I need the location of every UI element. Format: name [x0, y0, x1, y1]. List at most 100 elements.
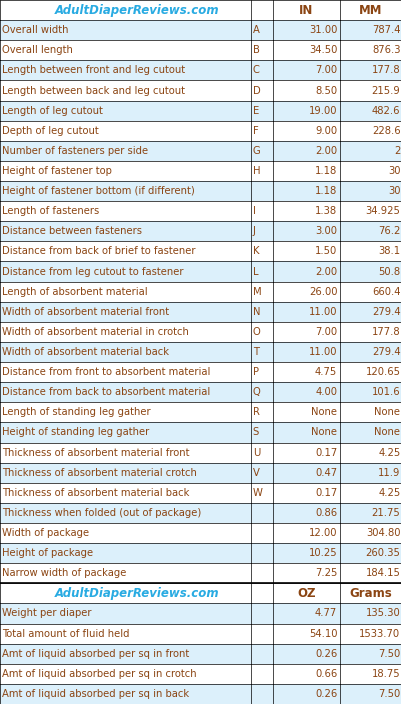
Text: Height of package: Height of package	[2, 548, 93, 558]
Text: 3.00: 3.00	[314, 226, 336, 237]
Text: 2: 2	[393, 146, 399, 156]
Text: 0.86: 0.86	[314, 508, 336, 518]
Text: Amt of liquid absorbed per sq in front: Amt of liquid absorbed per sq in front	[2, 648, 189, 659]
Text: None: None	[310, 408, 336, 417]
Text: Length of absorbent material: Length of absorbent material	[2, 287, 148, 296]
Text: 50.8: 50.8	[377, 267, 399, 277]
Bar	[0, 422, 401, 443]
Text: Height of fastener top: Height of fastener top	[2, 166, 112, 176]
Text: 1.18: 1.18	[314, 166, 336, 176]
Text: 1533.70: 1533.70	[358, 629, 399, 639]
Text: 19.00: 19.00	[308, 106, 336, 115]
Text: 10.25: 10.25	[308, 548, 336, 558]
Text: 1.50: 1.50	[314, 246, 336, 256]
Text: 31.00: 31.00	[308, 25, 336, 35]
Bar	[0, 584, 401, 603]
Text: 7.50: 7.50	[377, 648, 399, 659]
Text: 38.1: 38.1	[377, 246, 399, 256]
Text: 660.4: 660.4	[371, 287, 399, 296]
Text: R: R	[252, 408, 259, 417]
Text: 228.6: 228.6	[371, 126, 399, 136]
Text: 34.50: 34.50	[308, 45, 336, 56]
Text: Narrow width of package: Narrow width of package	[2, 568, 126, 578]
Bar	[0, 282, 401, 302]
Text: 11.00: 11.00	[308, 307, 336, 317]
Text: 4.77: 4.77	[314, 608, 336, 619]
Bar	[0, 543, 401, 563]
Text: 304.80: 304.80	[365, 528, 399, 538]
Text: 482.6: 482.6	[371, 106, 399, 115]
Text: 0.47: 0.47	[314, 467, 336, 478]
Text: 7.25: 7.25	[314, 568, 336, 578]
Text: Length of standing leg gather: Length of standing leg gather	[2, 408, 151, 417]
Bar	[0, 342, 401, 362]
Text: Distance from back of brief to fastener: Distance from back of brief to fastener	[2, 246, 195, 256]
Text: Distance between fasteners: Distance between fasteners	[2, 226, 142, 237]
Text: 1.18: 1.18	[314, 186, 336, 196]
Text: G: G	[252, 146, 260, 156]
Bar	[0, 40, 401, 61]
Text: OZ: OZ	[296, 587, 315, 600]
Text: 26.00: 26.00	[308, 287, 336, 296]
Text: Grams: Grams	[348, 587, 391, 600]
Bar	[0, 261, 401, 282]
Text: Thickness of absorbent material crotch: Thickness of absorbent material crotch	[2, 467, 197, 478]
Bar	[0, 161, 401, 181]
Bar	[0, 61, 401, 80]
Bar	[0, 684, 401, 704]
Bar	[0, 101, 401, 120]
Text: 279.4: 279.4	[371, 307, 399, 317]
Text: I: I	[252, 206, 255, 216]
Text: Width of absorbent material in crotch: Width of absorbent material in crotch	[2, 327, 189, 337]
Bar	[0, 643, 401, 664]
Text: 76.2: 76.2	[377, 226, 399, 237]
Text: 279.4: 279.4	[371, 347, 399, 357]
Bar	[0, 80, 401, 101]
Text: N: N	[252, 307, 260, 317]
Bar	[0, 503, 401, 523]
Text: 8.50: 8.50	[314, 85, 336, 96]
Text: 18.75: 18.75	[371, 669, 399, 679]
Text: 101.6: 101.6	[371, 387, 399, 397]
Text: 34.925: 34.925	[365, 206, 399, 216]
Bar	[0, 563, 401, 584]
Text: 4.25: 4.25	[377, 488, 399, 498]
Text: L: L	[252, 267, 258, 277]
Bar	[0, 362, 401, 382]
Bar	[0, 141, 401, 161]
Text: Width of package: Width of package	[2, 528, 89, 538]
Bar	[0, 302, 401, 322]
Text: S: S	[252, 427, 259, 437]
Text: 0.26: 0.26	[314, 648, 336, 659]
Text: 4.75: 4.75	[314, 367, 336, 377]
Bar	[0, 0, 401, 20]
Text: Overall width: Overall width	[2, 25, 69, 35]
Text: E: E	[252, 106, 259, 115]
Text: 11.9: 11.9	[377, 467, 399, 478]
Text: Length between back and leg cutout: Length between back and leg cutout	[2, 85, 185, 96]
Text: Weight per diaper: Weight per diaper	[2, 608, 92, 619]
Text: Width of absorbent material back: Width of absorbent material back	[2, 347, 169, 357]
Text: H: H	[252, 166, 260, 176]
Text: MM: MM	[358, 4, 382, 17]
Text: C: C	[252, 65, 259, 75]
Text: A: A	[252, 25, 259, 35]
Text: Length of leg cutout: Length of leg cutout	[2, 106, 103, 115]
Text: AdultDiaperReviews.com: AdultDiaperReviews.com	[54, 4, 219, 17]
Text: 54.10: 54.10	[308, 629, 336, 639]
Text: Width of absorbent material front: Width of absorbent material front	[2, 307, 169, 317]
Text: B: B	[252, 45, 259, 56]
Bar	[0, 603, 401, 624]
Text: Q: Q	[252, 387, 260, 397]
Bar	[0, 181, 401, 201]
Text: 4.25: 4.25	[377, 448, 399, 458]
Text: O: O	[252, 327, 260, 337]
Text: 30: 30	[387, 166, 399, 176]
Text: 21.75: 21.75	[371, 508, 399, 518]
Text: Thickness of absorbent material back: Thickness of absorbent material back	[2, 488, 189, 498]
Text: Distance from back to absorbent material: Distance from back to absorbent material	[2, 387, 210, 397]
Text: D: D	[252, 85, 260, 96]
Bar	[0, 20, 401, 40]
Text: Amt of liquid absorbed per sq in back: Amt of liquid absorbed per sq in back	[2, 689, 189, 699]
Text: 0.17: 0.17	[314, 448, 336, 458]
